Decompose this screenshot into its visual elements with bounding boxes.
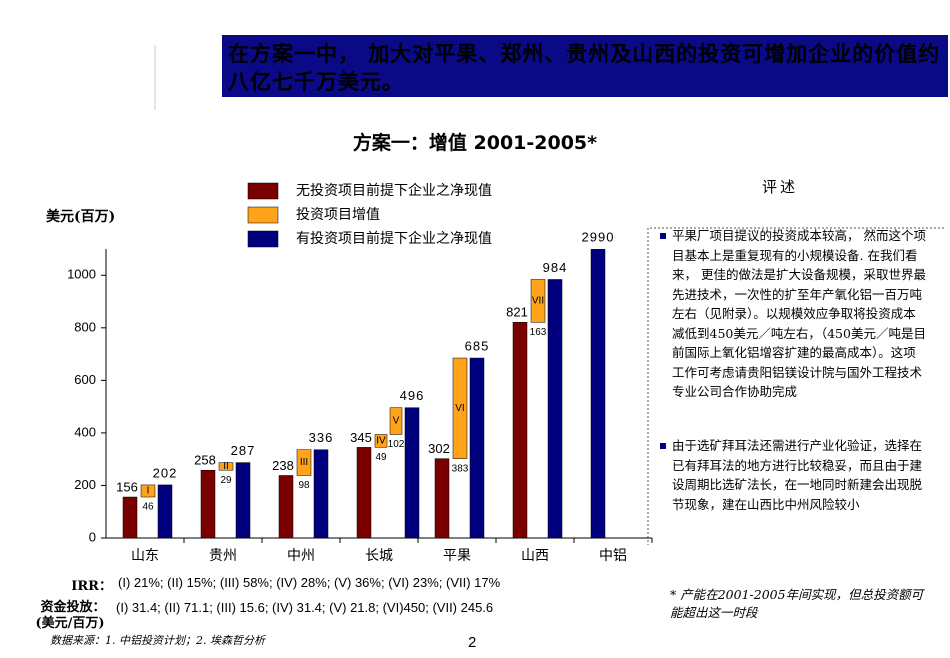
y-tick-label: 0: [89, 529, 96, 544]
bar: [469, 357, 485, 539]
legend-label: 投资项目增值: [296, 207, 380, 223]
y-tick-label: 200: [74, 477, 96, 492]
comment-text: 平果厂项目提议的投资成本较高， 然而这个项目基本上是重复现有的小规模设备. 在我…: [672, 228, 926, 399]
funding-unit: (美元/百万): [35, 616, 105, 631]
x-tick-label: 长城: [365, 548, 393, 564]
value-label: 29: [220, 475, 232, 486]
source: 数据来源：1. 中铝投资计划；2. 埃森哲分析: [50, 634, 265, 647]
bar: [278, 475, 294, 539]
x-tick-label: 山东: [131, 548, 159, 564]
value-label: 2990: [582, 229, 615, 244]
y-tick-label: 600: [74, 372, 96, 387]
y-tick-label: 1000: [67, 267, 96, 282]
legend-swatch: [247, 206, 279, 224]
funding-text: (I) 31.4; (II) 71.1; (III) 15.6; (IV) 31…: [116, 600, 494, 615]
bar: [590, 249, 606, 539]
comment-text: 由于选矿拜耳法还需进行产业化验证，选择在已有拜耳法的地方进行比较稳妥，而且由于建…: [672, 438, 923, 512]
value-label: 685: [465, 338, 490, 353]
chart-title: 方案一：增值 2001-2005*: [352, 132, 598, 154]
value-label: 336: [309, 430, 334, 445]
value-label: 984: [543, 260, 568, 275]
value-label: 496: [400, 388, 425, 403]
bar: [296, 449, 312, 476]
bar: [157, 484, 173, 539]
segment-label: VI: [455, 403, 464, 414]
page-number: 2: [468, 634, 477, 651]
value-label: 383: [452, 463, 469, 474]
segment-label: V: [393, 416, 400, 427]
irr-label: IRR：: [71, 579, 112, 594]
plot: [122, 249, 606, 539]
banner: 在方案一中， 加大对平果、郑州、贵州及山西的投资可增加企业的价值约八亿七千万美元…: [222, 35, 948, 97]
segment-label: IV: [376, 436, 386, 447]
bar: [404, 407, 420, 539]
bar: [374, 434, 388, 448]
comment: 平果厂项目提议的投资成本较高， 然而这个项目基本上是重复现有的小规模设备. 在我…: [660, 226, 927, 402]
bar: [356, 447, 372, 539]
bar: [434, 458, 450, 539]
legend-swatch: [247, 230, 279, 248]
bullet: [660, 443, 666, 449]
bar: [452, 357, 468, 459]
segment-label: I: [147, 486, 150, 497]
value-label: 163: [530, 327, 547, 338]
funding-label: 资金投放：: [40, 600, 106, 615]
bar: [140, 484, 156, 498]
segment-label: VII: [532, 296, 544, 307]
bar: [547, 279, 563, 539]
value-label: 156: [116, 479, 138, 494]
x-tick-label: 山西: [521, 548, 549, 564]
y-axis-label: 美元(百万): [46, 209, 116, 225]
bar: [512, 322, 528, 539]
value-label: 102: [388, 439, 405, 450]
bar: [313, 449, 329, 539]
value-label: 302: [428, 441, 450, 456]
value-label: 49: [375, 452, 387, 463]
segment-label: II: [223, 461, 229, 472]
bar: [218, 462, 234, 471]
x-tick-label: 贵州: [209, 548, 237, 564]
value-label: 287: [231, 443, 256, 458]
bar: [122, 496, 138, 539]
value-label: 258: [194, 453, 216, 468]
value-label: 46: [142, 502, 154, 513]
value-label: 345: [350, 430, 372, 445]
y-tick-label: 400: [74, 424, 96, 439]
x-tick-label: 平果: [443, 548, 471, 564]
y-tick-label: 800: [74, 319, 96, 334]
bar: [235, 462, 251, 539]
footnote: * 产能在2001-2005年间实现，但总投资额可能超出这一时段: [670, 587, 924, 620]
x-tick-label: 中铝: [599, 548, 627, 564]
value-label: 98: [298, 480, 310, 491]
bar: [389, 407, 403, 435]
legend-label: 有投资项目前提下企业之净现值: [296, 230, 492, 247]
bar: [200, 469, 216, 539]
legend-label: 无投资项目前提下企业之净现值: [296, 182, 492, 199]
value-label: 202: [153, 465, 178, 480]
legend-swatch: [247, 182, 279, 200]
value-label: 238: [272, 458, 294, 473]
value-label: 821: [506, 305, 528, 320]
comment: 由于选矿拜耳法还需进行产业化验证，选择在已有拜耳法的地方进行比较稳妥，而且由于建…: [660, 436, 927, 514]
comments-title: 评述: [761, 178, 798, 196]
segment-label: III: [300, 457, 308, 468]
bullet: [660, 233, 666, 239]
bar: [530, 279, 546, 323]
irr-text: (I) 21%; (II) 15%; (III) 58%; (IV) 28%; …: [118, 575, 501, 590]
x-tick-label: 中州: [287, 548, 315, 564]
